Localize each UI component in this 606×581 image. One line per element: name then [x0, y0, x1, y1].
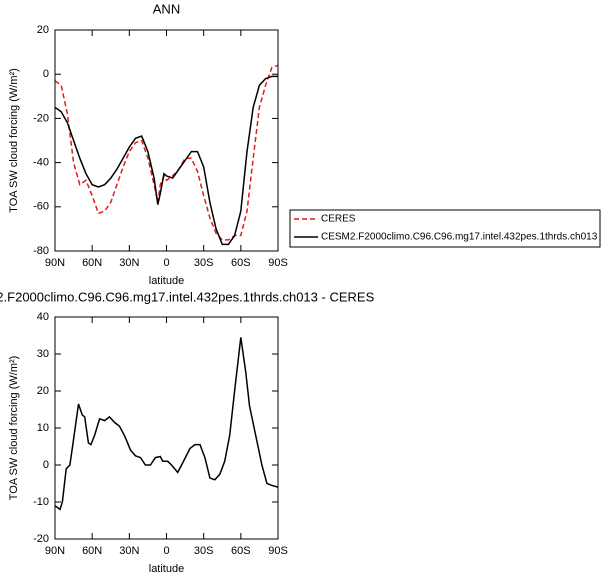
chart-title: CESM2.F2000climo.C96.C96.mg17.intel.432p… — [0, 289, 375, 304]
y-tick-label: -20 — [33, 533, 49, 545]
x-tick-label: 60N — [82, 257, 102, 269]
y-tick-label: 20 — [37, 385, 49, 397]
legend-label: CERES — [321, 214, 356, 225]
y-tick-label: 10 — [37, 422, 49, 434]
y-tick-label: 0 — [43, 459, 49, 471]
x-tick-label: 90S — [268, 257, 288, 269]
x-tick-label: 30S — [194, 545, 214, 557]
x-axis-label: latitude — [149, 563, 184, 575]
y-tick-label: -40 — [33, 157, 49, 169]
y-tick-label: 0 — [43, 68, 49, 80]
x-tick-label: 30N — [119, 257, 139, 269]
x-tick-label: 0 — [163, 545, 169, 557]
x-tick-label: 30N — [119, 545, 139, 557]
y-axis-label: TOA SW cloud forcing (W/m²) — [8, 356, 20, 501]
y-tick-label: -80 — [33, 245, 49, 257]
x-axis-label: latitude — [149, 275, 184, 287]
plot-frame — [54, 29, 279, 252]
x-tick-label: 90S — [268, 545, 288, 557]
series-line — [54, 64, 279, 241]
y-axis-label: TOA SW cloud forcing (W/m²) — [8, 68, 20, 213]
x-tick-label: 60S — [231, 545, 251, 557]
y-tick-label: -20 — [33, 112, 49, 124]
y-tick-label: 40 — [37, 311, 49, 323]
y-tick-label: -10 — [33, 496, 49, 508]
x-tick-label: 90N — [45, 545, 65, 557]
legend-label: CESM2.F2000climo.C96.C96.mg17.intel.432p… — [321, 232, 598, 243]
series-line — [54, 337, 279, 511]
x-tick-label: 0 — [163, 257, 169, 269]
series-line — [54, 75, 278, 246]
y-tick-label: 20 — [37, 24, 49, 36]
x-tick-label: 60N — [82, 545, 102, 557]
x-tick-label: 30S — [194, 257, 214, 269]
x-tick-label: 90N — [45, 257, 65, 269]
y-tick-label: -60 — [33, 201, 49, 213]
chart-title: ANN — [153, 1, 180, 16]
y-tick-label: 30 — [37, 348, 49, 360]
x-tick-label: 60S — [231, 257, 251, 269]
plot-frame — [54, 316, 279, 540]
legend-box — [289, 209, 601, 248]
